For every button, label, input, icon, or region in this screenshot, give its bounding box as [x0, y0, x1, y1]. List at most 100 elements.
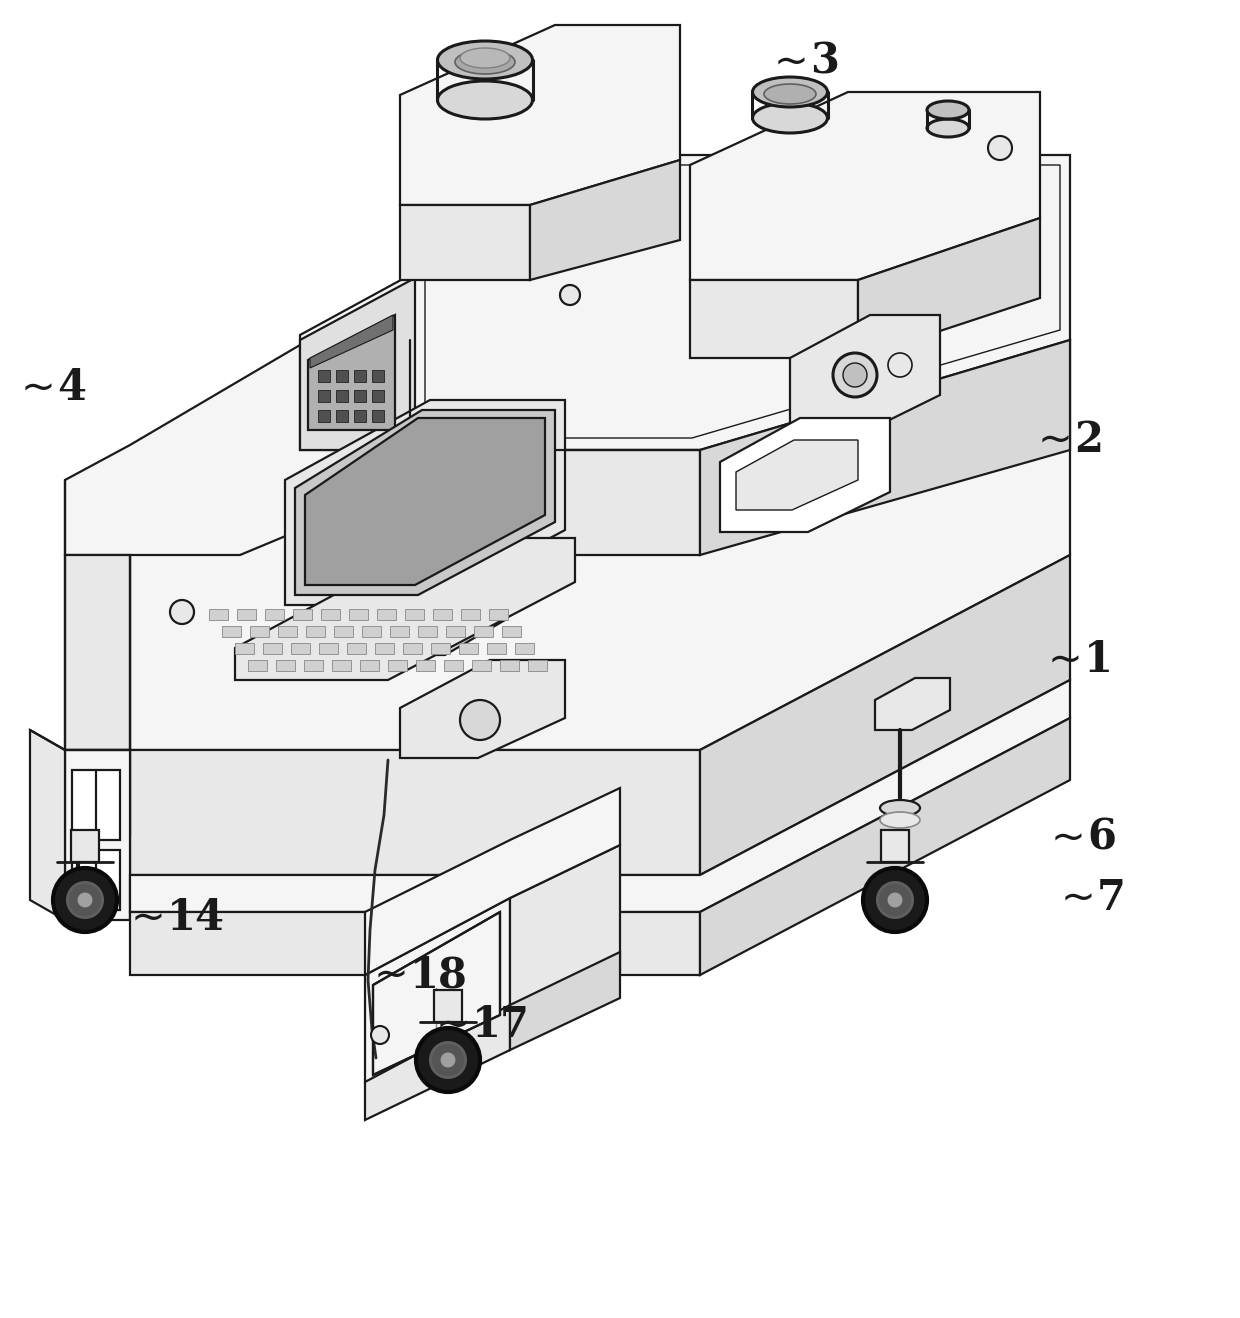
Text: ~: ~ [1060, 876, 1095, 919]
Ellipse shape [61, 903, 95, 917]
Polygon shape [377, 609, 396, 619]
Polygon shape [858, 217, 1040, 358]
Polygon shape [790, 315, 940, 432]
Polygon shape [875, 677, 950, 730]
Polygon shape [304, 660, 322, 671]
Polygon shape [336, 410, 348, 422]
Ellipse shape [460, 47, 510, 69]
Polygon shape [236, 538, 575, 680]
Polygon shape [353, 370, 366, 382]
Polygon shape [444, 660, 463, 671]
Polygon shape [360, 660, 379, 671]
Polygon shape [689, 92, 1040, 279]
Polygon shape [372, 390, 384, 402]
Ellipse shape [753, 76, 827, 107]
Polygon shape [300, 275, 410, 449]
Polygon shape [403, 643, 422, 654]
Ellipse shape [880, 812, 920, 828]
Polygon shape [461, 609, 480, 619]
Circle shape [415, 1028, 480, 1093]
Circle shape [889, 894, 901, 907]
Text: ~: ~ [1047, 639, 1083, 681]
Polygon shape [64, 345, 420, 555]
Polygon shape [528, 660, 547, 671]
Polygon shape [372, 370, 384, 382]
Polygon shape [310, 315, 393, 368]
Polygon shape [130, 912, 701, 975]
Polygon shape [278, 626, 298, 637]
Polygon shape [210, 609, 228, 619]
Polygon shape [305, 418, 546, 585]
Text: 14: 14 [167, 898, 224, 938]
Polygon shape [300, 278, 415, 449]
Polygon shape [418, 626, 436, 637]
Polygon shape [415, 660, 435, 671]
Polygon shape [250, 626, 269, 637]
Circle shape [371, 1025, 389, 1044]
Ellipse shape [753, 103, 827, 133]
Polygon shape [365, 898, 510, 1082]
Circle shape [67, 882, 103, 917]
Polygon shape [317, 390, 330, 402]
Polygon shape [308, 315, 396, 430]
Text: 1: 1 [1084, 639, 1114, 681]
Polygon shape [410, 449, 701, 555]
Polygon shape [459, 643, 477, 654]
Text: 2: 2 [1074, 419, 1104, 461]
Polygon shape [373, 912, 500, 1075]
Ellipse shape [438, 41, 532, 79]
Polygon shape [291, 643, 310, 654]
Polygon shape [502, 626, 521, 637]
Polygon shape [64, 555, 130, 750]
Polygon shape [130, 680, 1070, 912]
Polygon shape [237, 609, 255, 619]
Polygon shape [277, 660, 295, 671]
Polygon shape [391, 626, 409, 637]
Polygon shape [362, 626, 381, 637]
Polygon shape [720, 418, 890, 532]
Circle shape [878, 882, 913, 917]
Polygon shape [391, 585, 450, 641]
Polygon shape [365, 1006, 510, 1120]
Polygon shape [285, 399, 565, 605]
Polygon shape [64, 750, 130, 920]
Circle shape [888, 353, 911, 377]
Polygon shape [374, 643, 394, 654]
Circle shape [843, 362, 867, 387]
Polygon shape [72, 850, 120, 909]
Circle shape [53, 869, 117, 932]
Polygon shape [529, 159, 680, 279]
Ellipse shape [438, 80, 532, 119]
Polygon shape [334, 626, 353, 637]
Polygon shape [510, 845, 620, 1025]
Ellipse shape [455, 50, 515, 74]
Ellipse shape [880, 800, 920, 816]
Polygon shape [72, 770, 120, 840]
Polygon shape [737, 440, 858, 510]
Polygon shape [248, 660, 267, 671]
Polygon shape [433, 609, 453, 619]
Polygon shape [432, 643, 450, 654]
Polygon shape [317, 370, 330, 382]
Polygon shape [446, 626, 465, 637]
Polygon shape [30, 730, 64, 920]
Ellipse shape [764, 84, 816, 104]
Polygon shape [701, 555, 1070, 875]
Polygon shape [347, 643, 366, 654]
Polygon shape [306, 626, 325, 637]
Polygon shape [355, 590, 505, 655]
Polygon shape [265, 609, 284, 619]
Circle shape [441, 1053, 454, 1066]
Polygon shape [353, 410, 366, 422]
Polygon shape [401, 25, 680, 206]
Circle shape [170, 600, 193, 623]
Ellipse shape [928, 119, 968, 137]
Circle shape [988, 136, 1012, 159]
Polygon shape [353, 390, 366, 402]
Polygon shape [388, 660, 407, 671]
Circle shape [833, 353, 877, 397]
Text: 6: 6 [1087, 817, 1116, 859]
Polygon shape [701, 340, 1070, 555]
Text: ~: ~ [373, 954, 408, 996]
Polygon shape [500, 660, 520, 671]
